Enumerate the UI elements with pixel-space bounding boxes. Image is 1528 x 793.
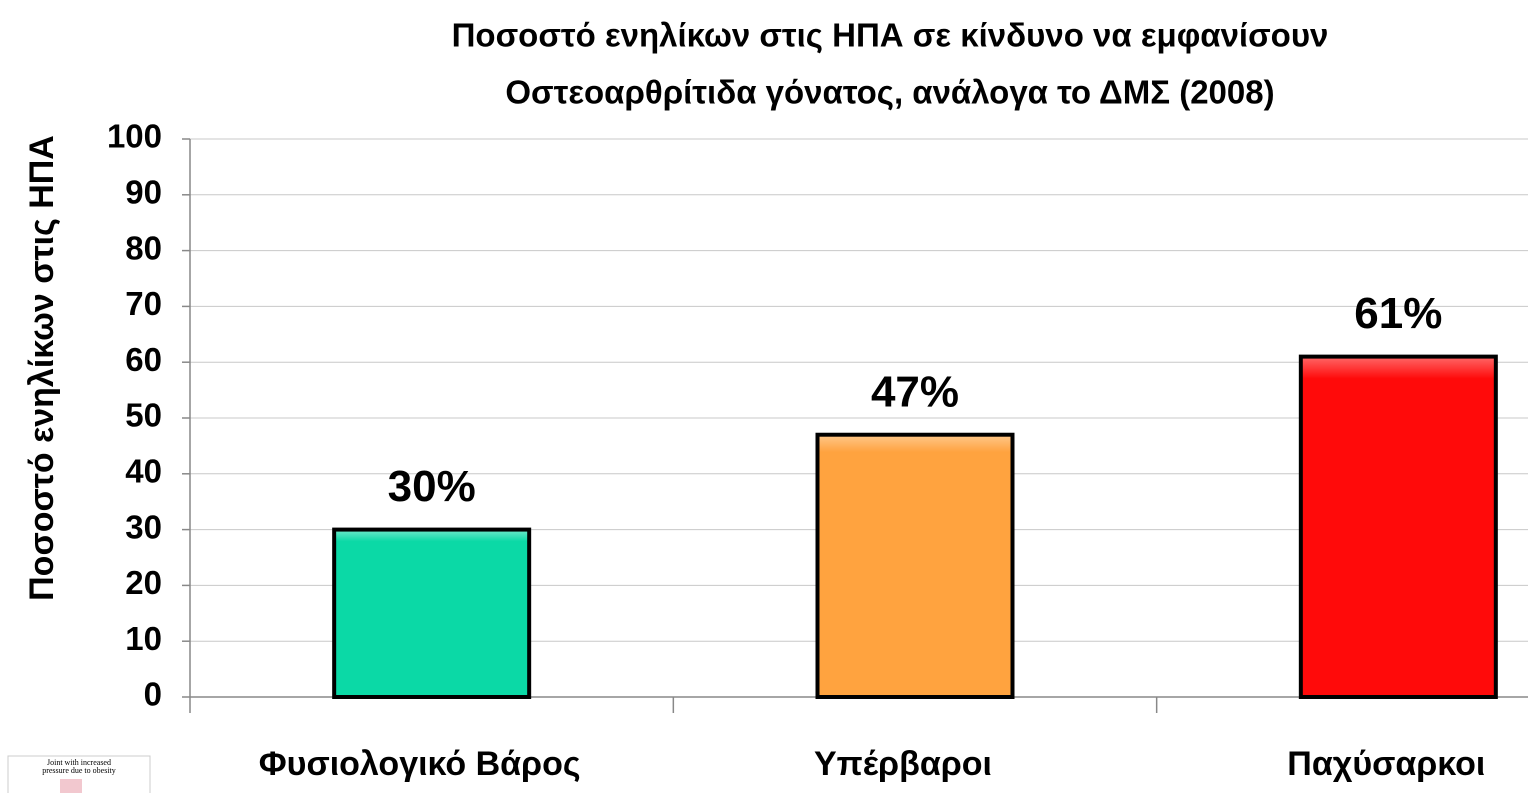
y-tick-label: 70 xyxy=(125,285,162,322)
y-tick-label: 10 xyxy=(125,620,162,657)
inset: Joint with increased pressure due to obe… xyxy=(7,755,151,793)
y-tick-label: 0 xyxy=(144,676,162,713)
y-tick-label: 60 xyxy=(125,341,162,378)
bar-highlight xyxy=(1302,358,1494,695)
y-tick-label: 30 xyxy=(125,508,162,545)
inset-caption: pressure due to obesity xyxy=(42,766,116,775)
y-tick-label: 100 xyxy=(107,118,162,155)
y-tick-label: 80 xyxy=(125,229,162,266)
y-tick-label: 40 xyxy=(125,453,162,490)
inset-image xyxy=(60,779,82,793)
inset-caption: Joint with increased xyxy=(47,758,111,767)
bar-highlight xyxy=(336,531,528,695)
y-tick-label: 20 xyxy=(125,564,162,601)
value-label: 30% xyxy=(388,462,476,511)
y-axis-label: Ποσοστό ενηλίκων στις ΗΠΑ xyxy=(23,135,61,601)
value-label: 61% xyxy=(1354,289,1442,338)
y-tick-label: 90 xyxy=(125,174,162,211)
x-tick-label: Υπέρβαροι xyxy=(814,745,992,783)
y-tick-label: 50 xyxy=(125,397,162,434)
x-tick-label: Φυσιολογικό Βάρος xyxy=(259,745,581,783)
chart-title: Ποσοστό ενηλίκων στις ΗΠΑ σε κίνδυνο να … xyxy=(452,17,1329,54)
value-label: 47% xyxy=(871,367,959,416)
bar-highlight xyxy=(819,436,1011,695)
chart-title: Οστεοαρθρίτιδα γόνατος, ανάλογα το ΔΜΣ (… xyxy=(505,74,1274,111)
x-tick-label: Παχύσαρκοι xyxy=(1287,745,1485,783)
